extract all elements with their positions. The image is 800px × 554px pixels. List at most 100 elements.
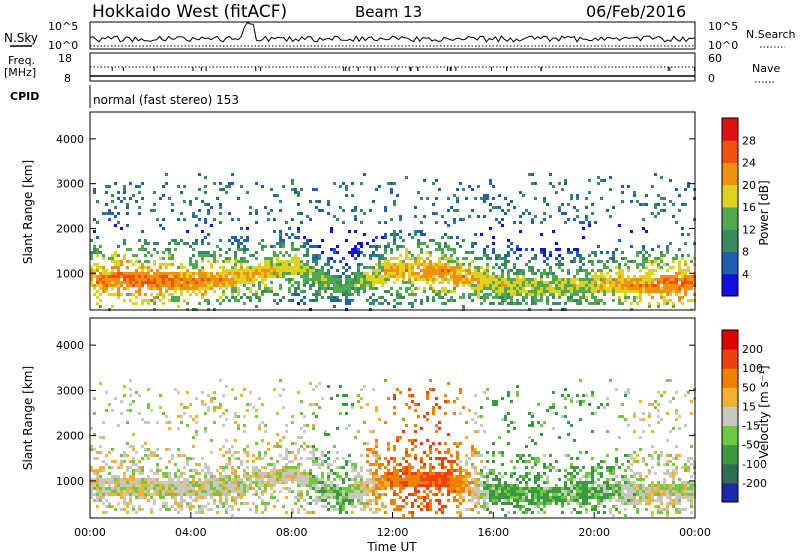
power-cell	[588, 221, 591, 224]
velocity-cell	[438, 499, 441, 502]
power-cell	[306, 215, 309, 218]
power-cell	[372, 200, 375, 203]
power-cell	[528, 260, 531, 263]
velocity-cell	[453, 475, 456, 478]
velocity-cell	[120, 487, 123, 490]
velocity-cell	[123, 478, 126, 481]
power-cell	[678, 209, 681, 212]
power-cell	[663, 263, 666, 266]
velocity-cell	[411, 493, 414, 496]
velocity-cell	[288, 475, 291, 478]
velocity-cell	[324, 430, 327, 433]
velocity-cell	[360, 484, 363, 487]
velocity-cell	[498, 472, 501, 475]
power-cell	[138, 266, 141, 269]
power-cell	[636, 302, 639, 305]
velocity-cell	[429, 457, 432, 460]
velocity-cell	[366, 502, 369, 505]
velocity-cell	[237, 496, 240, 499]
power-cell	[582, 257, 585, 260]
power-cell	[411, 254, 414, 257]
velocity-cell	[243, 388, 246, 391]
power-cell	[597, 182, 600, 185]
power-cell	[144, 275, 147, 278]
power-cell	[384, 278, 387, 281]
power-cell	[300, 266, 303, 269]
velocity-cell	[390, 502, 393, 505]
power-cell	[222, 188, 225, 191]
velocity-cell	[453, 499, 456, 502]
power-cell	[234, 278, 237, 281]
velocity-cell	[507, 502, 510, 505]
velocity-cell	[483, 505, 486, 508]
velocity-cell	[393, 394, 396, 397]
velocity-cell	[366, 448, 369, 451]
power-cell	[576, 254, 579, 257]
velocity-cell	[522, 505, 525, 508]
velocity-cell	[522, 490, 525, 493]
velocity-cell	[240, 487, 243, 490]
power-cell	[483, 269, 486, 272]
power-cell	[519, 191, 522, 194]
power-cell	[249, 299, 252, 302]
power-cell	[438, 296, 441, 299]
velocity-cell	[375, 481, 378, 484]
power-cell	[393, 230, 396, 233]
power-cell	[498, 266, 501, 269]
velocity-cell	[249, 481, 252, 484]
power-colorbar-tick: 20	[742, 179, 756, 192]
power-cell	[333, 182, 336, 185]
power-cell	[219, 239, 222, 242]
velocity-cell	[195, 496, 198, 499]
power-cell	[630, 245, 633, 248]
power-cell	[96, 275, 99, 278]
power-cell	[339, 275, 342, 278]
velocity-cell	[204, 475, 207, 478]
velocity-cell	[300, 463, 303, 466]
power-cell	[315, 260, 318, 263]
power-cell	[360, 182, 363, 185]
power-cell	[654, 284, 657, 287]
power-cell	[456, 281, 459, 284]
velocity-cell	[396, 436, 399, 439]
power-cell	[621, 281, 624, 284]
power-cell	[384, 269, 387, 272]
velocity-cell	[183, 454, 186, 457]
power-cell	[201, 296, 204, 299]
power-cell	[564, 281, 567, 284]
power-cell	[297, 203, 300, 206]
velocity-cell	[480, 475, 483, 478]
power-cell	[288, 290, 291, 293]
velocity-cell	[201, 481, 204, 484]
velocity-cell	[285, 451, 288, 454]
velocity-cell	[144, 478, 147, 481]
power-cell	[639, 293, 642, 296]
power-cell	[399, 269, 402, 272]
velocity-cell	[306, 493, 309, 496]
power-cell	[618, 275, 621, 278]
power-cell	[237, 269, 240, 272]
power-cell	[330, 296, 333, 299]
power-cell	[138, 185, 141, 188]
velocity-cell	[246, 445, 249, 448]
power-cell	[447, 197, 450, 200]
velocity-cell	[231, 505, 234, 508]
power-cell	[672, 302, 675, 305]
velocity-cell	[384, 478, 387, 481]
velocity-cell	[120, 478, 123, 481]
velocity-cell	[273, 466, 276, 469]
power-cell	[372, 272, 375, 275]
power-cell	[390, 251, 393, 254]
velocity-cell	[339, 478, 342, 481]
velocity-cell	[201, 505, 204, 508]
power-cell	[480, 278, 483, 281]
power-cell	[168, 263, 171, 266]
velocity-cell	[540, 493, 543, 496]
power-cell	[570, 197, 573, 200]
velocity-cell	[129, 379, 132, 382]
power-cell	[450, 248, 453, 251]
power-cell	[297, 248, 300, 251]
velocity-cell	[192, 436, 195, 439]
power-cell	[246, 287, 249, 290]
velocity-cell	[459, 481, 462, 484]
